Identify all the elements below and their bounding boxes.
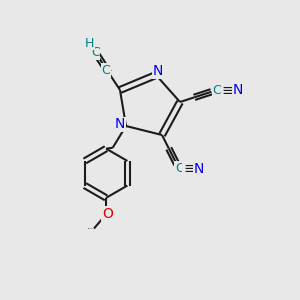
Text: H: H <box>85 37 94 50</box>
Text: C: C <box>91 46 100 59</box>
Text: methoxy: methoxy <box>88 228 94 229</box>
Text: N: N <box>194 162 204 176</box>
Text: N: N <box>153 64 163 78</box>
Text: O: O <box>102 207 113 221</box>
Text: N: N <box>114 118 124 131</box>
Text: N: N <box>232 83 243 97</box>
Text: ≡: ≡ <box>222 83 235 98</box>
Text: C: C <box>175 161 184 175</box>
Text: C: C <box>102 64 110 77</box>
Text: C: C <box>212 84 221 97</box>
Text: ≡: ≡ <box>183 161 196 176</box>
